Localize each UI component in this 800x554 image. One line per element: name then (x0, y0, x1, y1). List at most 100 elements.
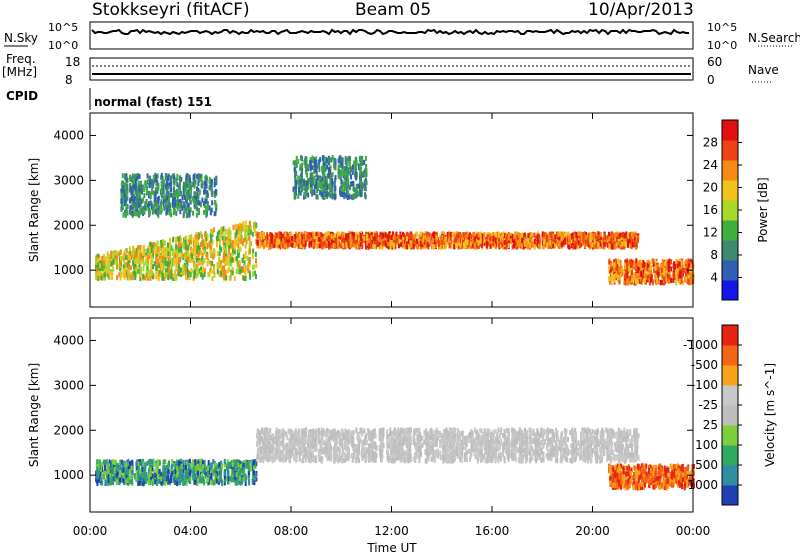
heatmap-cell (646, 269, 649, 275)
heatmap-cell (500, 236, 503, 242)
heatmap-cell (155, 252, 158, 258)
heatmap-cell (96, 254, 99, 260)
heatmap-cell (137, 258, 140, 264)
heatmap-cell (506, 233, 509, 239)
heatmap-cell (146, 179, 149, 185)
heatmap-cell (170, 187, 173, 193)
heatmap-cell (219, 264, 222, 270)
heatmap-cell (531, 233, 534, 239)
heatmap-cell (420, 244, 423, 250)
heatmap-cell (642, 276, 645, 282)
heatmap-cell (373, 231, 376, 237)
heatmap-cell (636, 264, 639, 270)
heatmap-cell (188, 257, 191, 263)
heatmap-cell (687, 278, 690, 284)
heatmap-cell (228, 266, 231, 272)
heatmap-cell (128, 258, 131, 264)
heatmap-cell (685, 262, 688, 268)
heatmap-cell (494, 243, 497, 249)
heatmap-cell (205, 244, 208, 250)
heatmap-cell (349, 233, 352, 239)
heatmap-cell (421, 232, 424, 238)
heatmap-cell (127, 253, 130, 259)
heatmap-cell (415, 243, 418, 249)
heatmap-cell (446, 236, 449, 242)
heatmap-cell (483, 232, 486, 238)
heatmap-cell (572, 233, 575, 239)
heatmap-cell (165, 184, 168, 190)
heatmap-cell (142, 197, 145, 203)
heatmap-cell (162, 255, 165, 261)
heatmap-cell (433, 239, 436, 245)
heatmap-cell (527, 244, 530, 250)
heatmap-cell (186, 248, 189, 254)
heatmap-cell (368, 242, 371, 248)
heatmap-cell (373, 235, 376, 241)
heatmap-cell (301, 235, 304, 241)
heatmap-cell (223, 248, 226, 254)
heatmap-cell (99, 266, 102, 272)
heatmap-cell (148, 253, 151, 259)
heatmap-cell (458, 232, 461, 238)
heatmap-cell (150, 178, 153, 184)
heatmap-cell (523, 236, 526, 242)
heatmap-cell (420, 234, 423, 240)
heatmap-cell (617, 274, 620, 280)
heatmap-cell (249, 225, 252, 231)
heatmap-cell (191, 254, 194, 260)
heatmap-cell (189, 177, 192, 183)
heatmap-cell (121, 173, 124, 179)
heatmap-cell (479, 237, 482, 243)
heatmap-cell (284, 232, 287, 238)
heatmap-cell (199, 249, 202, 255)
heatmap-cell (129, 205, 132, 211)
heatmap-cell (139, 259, 142, 265)
heatmap-cell (371, 243, 374, 249)
heatmap-cell (481, 233, 484, 239)
heatmap-cell (238, 229, 241, 235)
heatmap-cell (182, 191, 185, 197)
heatmap-cell (588, 242, 591, 248)
heatmap-cell (507, 242, 510, 248)
heatmap-cell (228, 260, 231, 266)
heatmap-cell (204, 252, 207, 258)
heatmap-cell (183, 263, 186, 269)
heatmap-cell (130, 250, 133, 256)
heatmap-cell (190, 268, 193, 274)
heatmap-cell (296, 237, 299, 243)
heatmap-cell (108, 271, 111, 277)
heatmap-cell (503, 244, 506, 250)
heatmap-cell (687, 258, 690, 264)
heatmap-cell (347, 237, 350, 243)
heatmap-cell (162, 262, 165, 268)
heatmap-cell (582, 231, 585, 237)
heatmap-cell (179, 246, 182, 252)
heatmap-cell (196, 240, 199, 246)
heatmap-cell (335, 236, 338, 242)
heatmap-cell (224, 256, 227, 262)
heatmap-cell (180, 242, 183, 248)
heatmap-cell (116, 275, 119, 281)
heatmap-cell (243, 227, 246, 233)
heatmap-cell (112, 266, 115, 272)
heatmap-cell (228, 227, 231, 233)
heatmap-cell (579, 235, 582, 241)
heatmap-cell (627, 280, 630, 286)
freq-unit-label: [MHz] (2, 65, 37, 79)
heatmap-cell (199, 268, 202, 274)
heatmap-cell (629, 275, 632, 281)
heatmap-cell (104, 265, 107, 271)
heatmap-cell (142, 261, 145, 267)
heatmap-cell (350, 243, 353, 249)
heatmap-cell (538, 244, 541, 250)
heatmap-cell (472, 232, 475, 238)
heatmap-cell (682, 264, 685, 270)
heatmap-cell (434, 233, 437, 239)
heatmap-cell (298, 233, 301, 239)
heatmap-cell (99, 263, 102, 269)
heatmap-cell (550, 232, 553, 238)
heatmap-cell (625, 231, 628, 237)
heatmap-cell (98, 273, 101, 279)
heatmap-cell (394, 241, 397, 247)
heatmap-cell (161, 248, 164, 254)
